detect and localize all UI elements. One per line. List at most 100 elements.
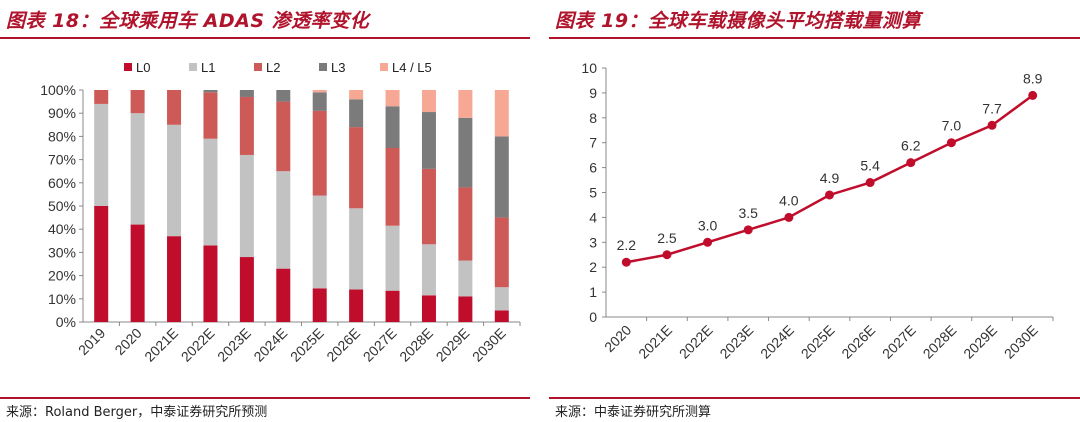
bar-l1-2025e <box>312 195 327 289</box>
bar-l3-2030e <box>494 136 509 218</box>
data-label-2029e: 7.7 <box>982 100 1002 116</box>
x-tick-label: 2027E <box>360 325 400 365</box>
bar-l0-2020 <box>130 224 145 322</box>
bar-l2-2025e <box>312 110 327 196</box>
data-label-2020: 2.2 <box>617 237 637 253</box>
bar-l4-l5-2030e <box>494 90 509 137</box>
bar-l4-l5-2029e <box>458 90 473 118</box>
data-label-2027e: 6.2 <box>901 138 921 154</box>
y-tick-label: 1 <box>589 284 597 300</box>
legend-swatch-l1 <box>189 63 197 71</box>
x-tick-label: 2022E <box>178 325 218 365</box>
y-tick-label: 10 <box>581 60 597 76</box>
bar-l3-2027e <box>385 106 400 148</box>
legend-swatch-l4-l5 <box>380 63 388 71</box>
x-tick-label: 2029E <box>433 325 473 365</box>
bar-l3-2028e <box>421 112 436 169</box>
bar-l2-2020 <box>130 90 145 114</box>
x-tick-label: 2020 <box>111 325 144 358</box>
legend-label-l3: L3 <box>331 60 345 75</box>
y-tick-label: 70% <box>48 152 76 168</box>
x-tick-label: 2020 <box>601 322 634 355</box>
bar-l1-2019 <box>94 103 109 206</box>
y-tick-label: 80% <box>48 128 76 144</box>
bar-l1-2023e <box>239 154 254 258</box>
data-label-2023e: 3.5 <box>738 205 758 221</box>
bar-l2-2024e <box>276 101 291 172</box>
bar-l1-2028e <box>421 244 436 296</box>
camera-count-line-chart: 0 1 2 3 4 5 6 7 8 9 10 2.2 2020 2.5 2021E 3.0 2022E 3.5 20… <box>581 60 1054 362</box>
y-tick-label: 6 <box>589 160 597 176</box>
x-tick-label: 2024E <box>250 325 290 365</box>
legend-label-l4-l5: L4 / L5 <box>392 60 432 75</box>
bar-l4-l5-2025e <box>312 90 327 93</box>
x-tick-label: 2021E <box>141 325 181 365</box>
bar-l3-2023e <box>239 90 254 97</box>
y-tick-label: 8 <box>589 110 597 126</box>
bar-l2-2029e <box>458 187 473 261</box>
y-tick-label: 0% <box>56 314 76 330</box>
bar-l3-2026e <box>349 99 364 128</box>
x-tick-label: 2030E <box>1001 322 1041 362</box>
bar-l2-2026e <box>349 127 364 209</box>
left-chart-title: 图表 18：全球乘用车 ADAS 渗透率变化 <box>6 10 370 32</box>
bar-l2-2030e <box>494 217 509 288</box>
bar-l3-2022e <box>203 90 218 93</box>
data-point-2030e <box>1028 90 1038 100</box>
bar-l4-l5-2026e <box>349 90 364 100</box>
legend-label-l1: L1 <box>201 60 215 75</box>
bar-l1-2029e <box>458 260 473 297</box>
x-tick-label: 2028E <box>396 325 436 365</box>
left-title-rule <box>0 37 530 39</box>
bar-l1-2022e <box>203 138 218 246</box>
data-label-2024e: 4.0 <box>779 192 799 208</box>
x-tick-label: 2025E <box>287 325 327 365</box>
bar-l0-2030e <box>494 310 509 322</box>
right-chart-source: 来源：中泰证券研究所测算 <box>555 405 712 420</box>
data-point-2023e <box>743 225 753 235</box>
bar-l4-l5-2027e <box>385 90 400 107</box>
x-tick-label: 2023E <box>716 322 756 362</box>
data-point-2026e <box>865 178 875 188</box>
legend-swatch-l3 <box>319 63 327 71</box>
bar-l2-2028e <box>421 168 436 245</box>
bar-l1-2021e <box>167 124 182 237</box>
y-tick-label: 2 <box>589 259 597 275</box>
right-chart-title: 图表 19：全球车载摄像头平均搭载量测算 <box>555 10 922 32</box>
y-tick-label: 5 <box>589 185 597 201</box>
y-tick-label: 4 <box>589 209 597 225</box>
left-chart-panel: 图表 18：全球乘用车 ADAS 渗透率变化 L0 L1 L2 L3 L4 / L5 0%… <box>0 0 530 422</box>
x-tick-label: 2027E <box>879 322 919 362</box>
bar-l3-2029e <box>458 117 473 188</box>
y-tick-label: 100% <box>40 82 76 98</box>
data-label-2026e: 5.4 <box>860 158 880 174</box>
data-label-2022e: 3.0 <box>698 217 718 233</box>
bar-l0-2026e <box>349 289 364 322</box>
bar-l3-2024e <box>276 90 291 102</box>
x-tick-label: 2021E <box>635 322 675 362</box>
legend-label-l0: L0 <box>136 60 150 75</box>
bar-l1-2020 <box>130 113 145 225</box>
bar-l0-2022e <box>203 245 218 322</box>
data-point-2029e <box>987 120 997 130</box>
right-title-rule <box>549 37 1080 39</box>
x-tick-label: 2022E <box>676 322 716 362</box>
bar-l3-2025e <box>312 92 327 111</box>
bar-l1-2027e <box>385 225 400 291</box>
y-tick-label: 10% <box>48 291 76 307</box>
x-tick-label: 2030E <box>469 325 509 365</box>
x-tick-label: 2024E <box>757 322 797 362</box>
data-point-2028e <box>946 138 956 148</box>
bar-l1-2024e <box>276 171 291 269</box>
x-tick-label: 2026E <box>323 325 363 365</box>
bar-l0-2027e <box>385 290 400 322</box>
data-label-2028e: 7.0 <box>942 118 962 134</box>
bar-l1-2030e <box>494 287 509 311</box>
left-chart-source: 来源：Roland Berger，中泰证券研究所预测 <box>6 405 268 420</box>
bar-l4-l5-2028e <box>421 90 436 113</box>
legend-swatch-l2 <box>254 63 262 71</box>
bar-l0-2024e <box>276 268 291 322</box>
y-tick-label: 20% <box>48 268 76 284</box>
y-tick-label: 9 <box>589 85 597 101</box>
bar-l2-2021e <box>167 90 182 125</box>
